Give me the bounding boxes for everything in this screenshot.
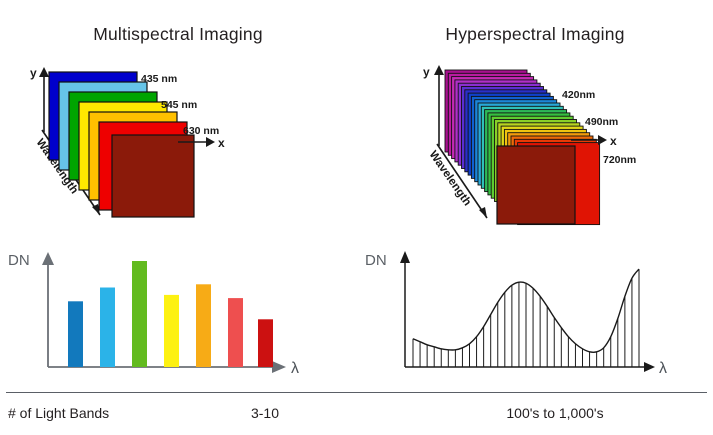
y-axis-label-multispectral: y (30, 66, 37, 80)
band-label-420: 420nm (562, 89, 595, 101)
bar-b2 (100, 287, 115, 367)
footer-value-hyperspectral: 100's to 1,000's (506, 405, 604, 421)
cube-front-face-hyperspectral (496, 145, 576, 225)
hyperspectral-spectrum-chart: DN λ (357, 243, 713, 391)
bar-b7 (258, 319, 273, 367)
footer-row: # of Light Bands 3-10 100's to 1,000's (0, 392, 713, 435)
panel-title-multispectral: Multispectral Imaging (93, 24, 263, 44)
bar-b4 (164, 294, 179, 367)
band-label-720: 720nm (603, 154, 636, 166)
spectrum-curve (412, 268, 640, 353)
x-axis-label-chart-multispectral: λ (291, 360, 299, 377)
bar-b1 (68, 301, 83, 367)
panel-hyperspectral: Hyperspectral Imaging Wavelength y 420nm… (357, 0, 713, 392)
footer-divider (6, 392, 707, 393)
band-callouts-multispectral: 435 nm 545 nm 630 nm (141, 73, 219, 137)
band-label-435: 435 nm (141, 73, 177, 85)
x-axis-label-multispectral: x (218, 136, 225, 150)
band-label-630: 630 nm (183, 125, 219, 137)
y-axis-hyperspectral: y (423, 65, 444, 146)
bar-b5 (196, 284, 211, 367)
band-label-545: 545 nm (161, 99, 197, 111)
band-label-490: 490nm (585, 116, 618, 128)
narrow-band-lines (412, 269, 640, 367)
bar-b3 (132, 261, 147, 367)
y-axis-multispectral: y (30, 66, 49, 132)
multispectral-cube-diagram: Wavelength y 435 nm 545 nm (0, 58, 356, 233)
bar-series-multispectral (68, 261, 273, 367)
band-callouts-hyperspectral: 420nm 490nm 720nm (562, 89, 636, 166)
footer-label-light-bands: # of Light Bands (8, 405, 110, 421)
y-axis-label-chart-multispectral: DN (8, 252, 30, 269)
x-axis-multispectral: x (178, 136, 225, 150)
panel-title-hyperspectral: Hyperspectral Imaging (445, 24, 625, 44)
chart-axes-hyperspectral: DN λ (365, 251, 667, 377)
hyperspectral-cube-diagram: Wavelength y 420nm 490nm 720nm x (357, 58, 713, 233)
spectral-layer-stack-multispectral (48, 71, 195, 218)
x-axis-label-hyperspectral: x (610, 134, 617, 148)
x-axis-hyperspectral: x (571, 134, 617, 148)
panel-multispectral: Multispectral Imaging Wavelength y (0, 0, 356, 392)
x-axis-label-chart-hyperspectral: λ (659, 360, 667, 377)
chart-axes-multispectral: DN λ (8, 252, 299, 377)
footer-value-multispectral: 3-10 (250, 405, 280, 421)
cube-front-face-multispectral (111, 134, 195, 218)
bar-b6 (228, 298, 243, 367)
y-axis-label-hyperspectral: y (423, 65, 430, 79)
y-axis-label-chart-hyperspectral: DN (365, 252, 387, 269)
multispectral-bar-chart: DN λ (0, 243, 356, 391)
